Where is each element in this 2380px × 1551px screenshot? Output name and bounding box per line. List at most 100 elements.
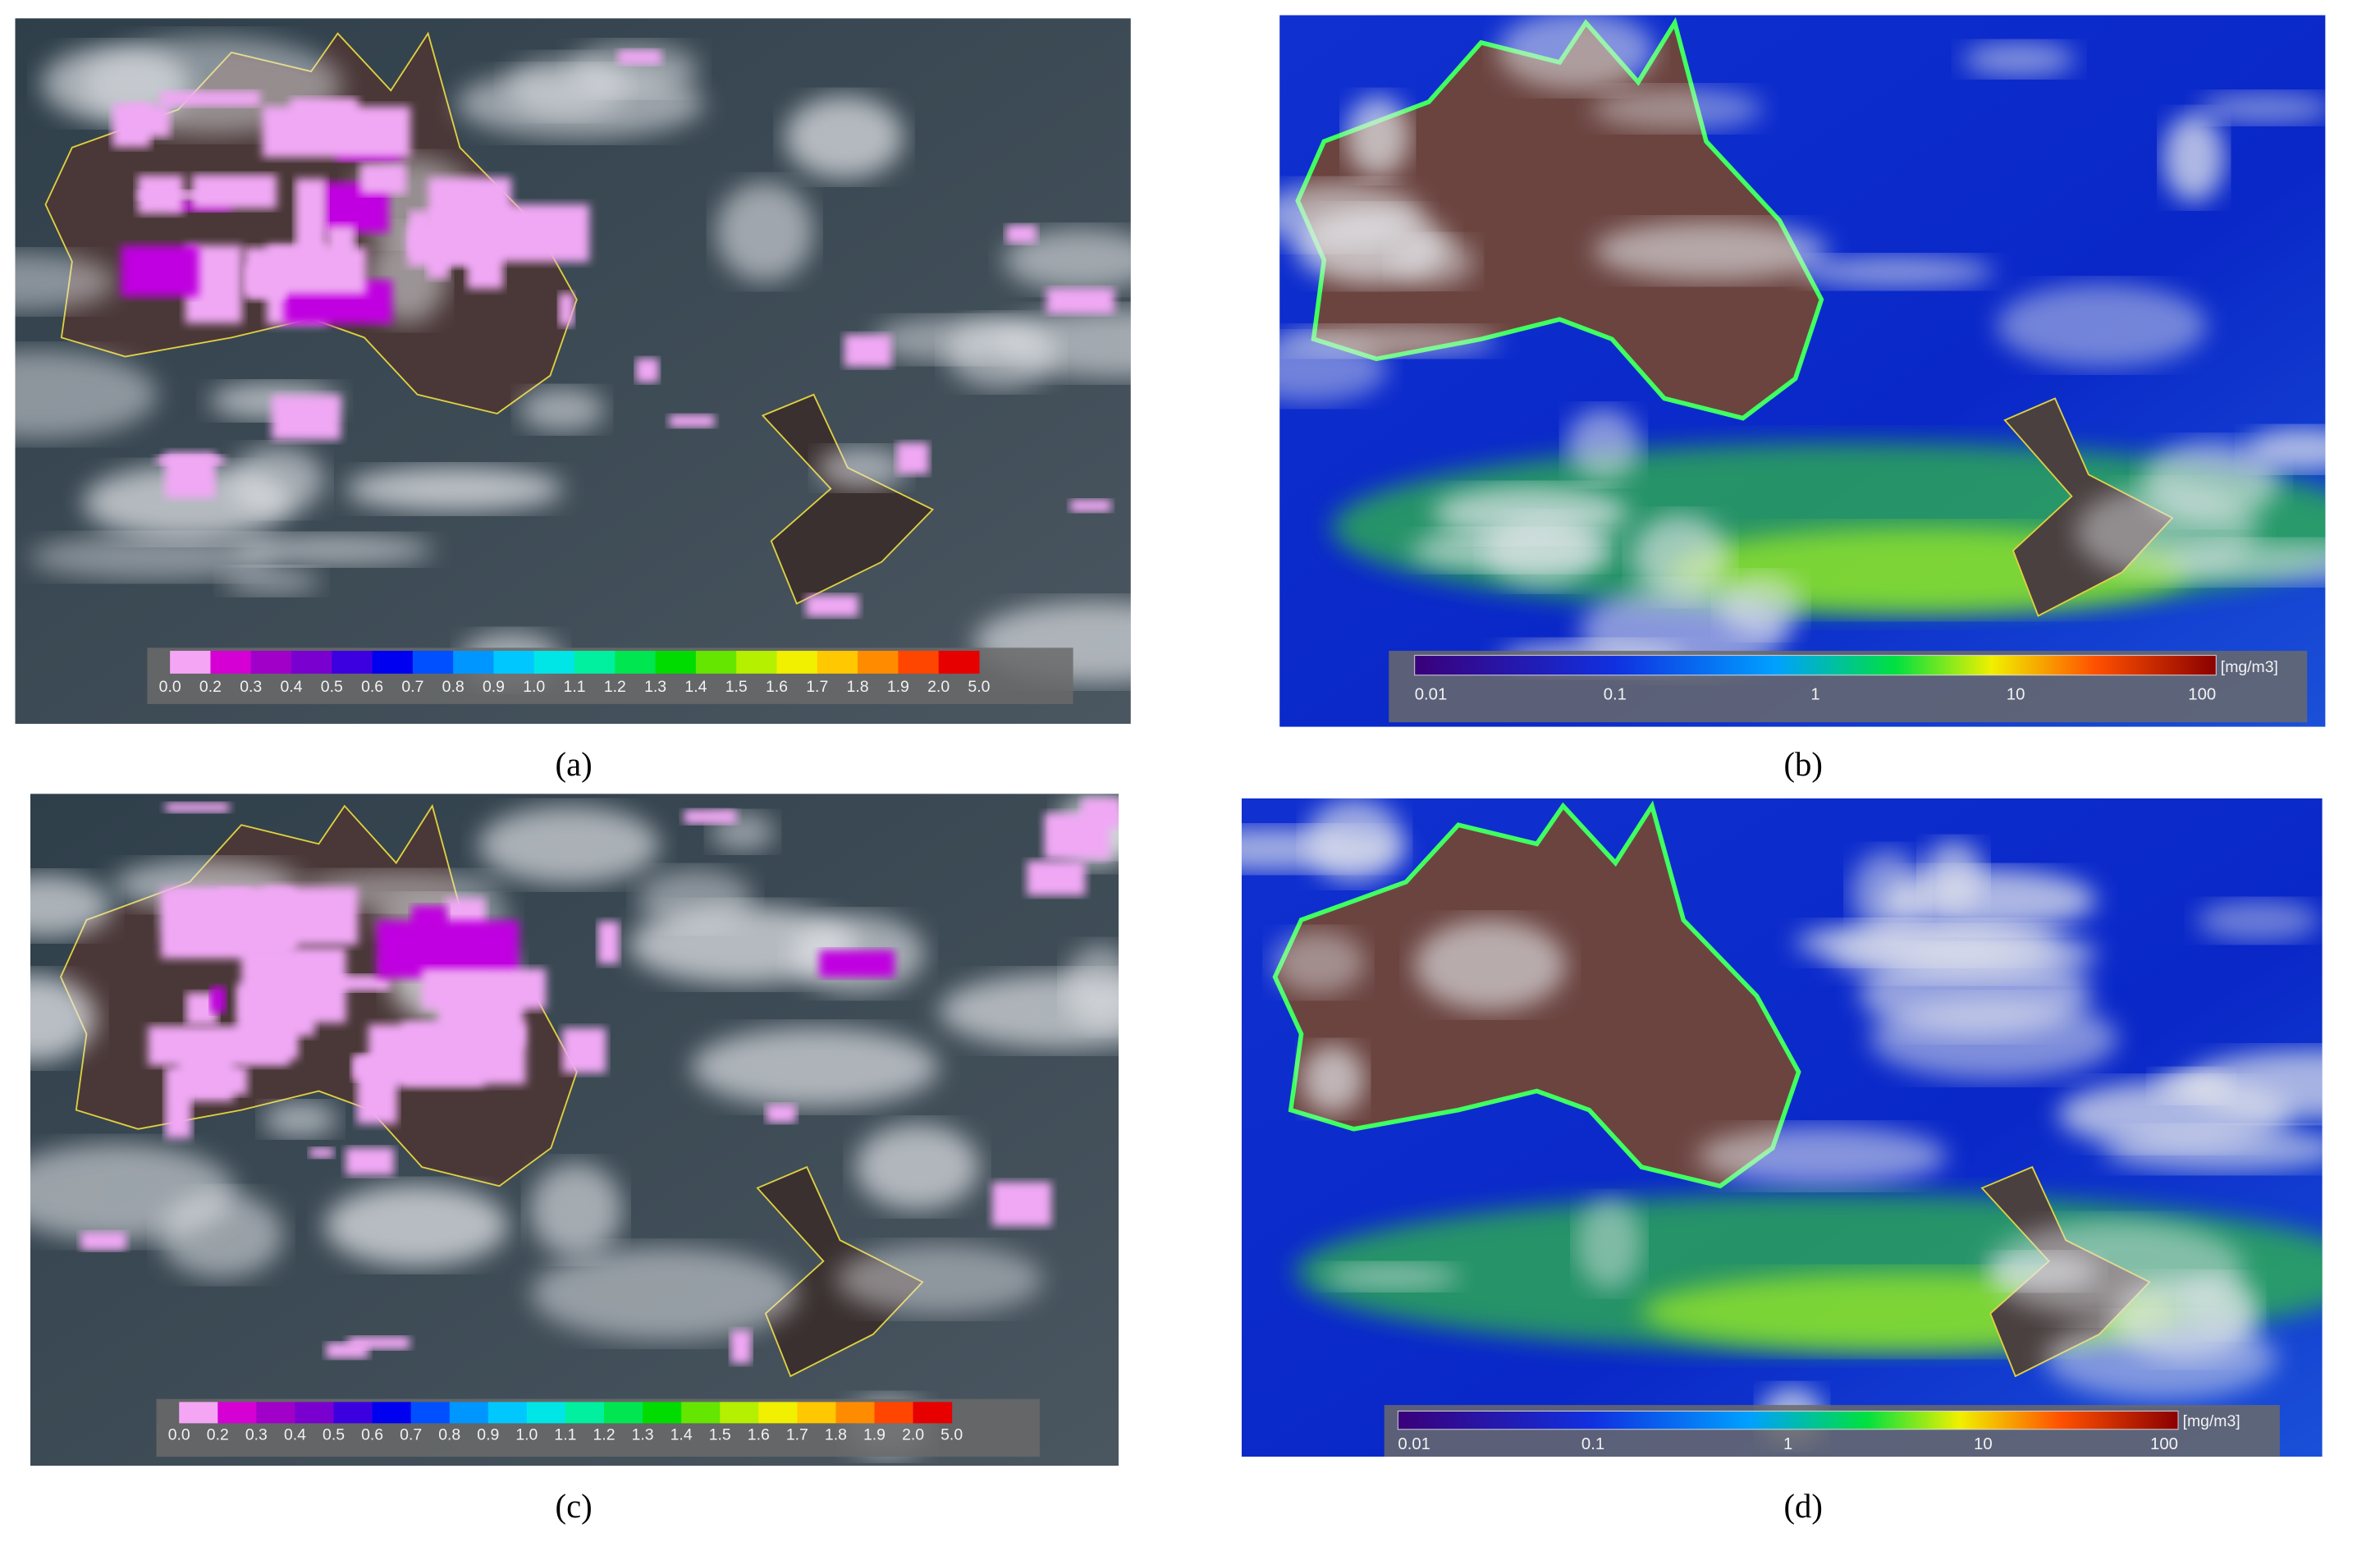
colorbar-label: 10 bbox=[1974, 1435, 1993, 1453]
cloud bbox=[1997, 284, 2207, 367]
colorbar-gradient bbox=[1414, 655, 2217, 676]
cloud bbox=[817, 447, 907, 489]
cloud bbox=[1279, 182, 1422, 248]
aerosol-patch bbox=[112, 103, 151, 148]
aerosol-patch bbox=[164, 452, 216, 499]
colorbar-label: 1.3 bbox=[644, 678, 666, 696]
colorbar-cell bbox=[217, 1402, 257, 1424]
colorbar-label: 0.1 bbox=[1604, 685, 1627, 703]
aerosol-patch bbox=[192, 1066, 248, 1096]
colorbar-cell bbox=[487, 1402, 528, 1424]
colorbar-label: 0.8 bbox=[442, 678, 465, 696]
cloud bbox=[1990, 1253, 2099, 1289]
aerosol-patch bbox=[121, 245, 199, 297]
colorbar-label: 0.9 bbox=[477, 1426, 499, 1444]
colorbar-label: 1.4 bbox=[684, 678, 707, 696]
cloud bbox=[1851, 850, 1925, 937]
colorbar-label: 0.01 bbox=[1398, 1435, 1430, 1453]
aerosol-patch bbox=[766, 1104, 796, 1123]
colorbar-cell bbox=[295, 1402, 335, 1424]
aerosol-patch bbox=[217, 895, 253, 927]
colorbar-label: 0.6 bbox=[361, 1426, 383, 1444]
cloud bbox=[1922, 841, 1985, 910]
cloud bbox=[691, 1027, 939, 1107]
colorbar-label: 0.1 bbox=[1581, 1435, 1604, 1453]
aerosol-patch bbox=[309, 1147, 334, 1158]
aerosol-patch bbox=[290, 98, 359, 121]
colorbar-label: 1 bbox=[1783, 1435, 1792, 1453]
colorbar-label: 1.1 bbox=[554, 1426, 576, 1444]
aerosol-patch bbox=[819, 949, 895, 977]
colorbar-cell bbox=[332, 651, 373, 674]
panel-caption: (a) bbox=[556, 746, 593, 783]
colorbar-cell bbox=[170, 651, 211, 674]
aerosol-patch bbox=[669, 414, 715, 428]
cloud bbox=[629, 905, 858, 985]
colorbar-label: 1.9 bbox=[863, 1426, 886, 1444]
cloud bbox=[531, 1247, 799, 1340]
cloud bbox=[997, 309, 1131, 378]
colorbar-label: 100 bbox=[2150, 1435, 2178, 1453]
colorbar-label: 1.5 bbox=[709, 1426, 731, 1444]
colorbar-label: 1.6 bbox=[766, 678, 788, 696]
colorbar-cell bbox=[526, 1402, 566, 1424]
aerosol-patch bbox=[992, 1182, 1051, 1227]
cloud bbox=[324, 1184, 508, 1266]
aerosol-patch bbox=[684, 809, 737, 825]
aerosol-patch bbox=[1046, 288, 1114, 314]
colorbar-cell bbox=[412, 651, 454, 674]
colorbar-label: 0.4 bbox=[281, 678, 303, 696]
cloud bbox=[1346, 95, 1410, 177]
cloud bbox=[1799, 256, 1994, 288]
aerosol-patch bbox=[1006, 224, 1037, 244]
aerosol-patch bbox=[618, 49, 661, 66]
colorbar-gradient bbox=[1397, 1411, 2179, 1430]
aerosol-patch bbox=[272, 395, 341, 441]
panel-image bbox=[30, 794, 1119, 1466]
cloud bbox=[41, 45, 190, 122]
cloud bbox=[2044, 1316, 2277, 1400]
colorbar-cell bbox=[210, 651, 252, 674]
colorbar-cell bbox=[615, 651, 657, 674]
colorbar-cell bbox=[565, 1402, 605, 1424]
aerosol-patch bbox=[264, 993, 315, 1036]
cloud bbox=[529, 1163, 622, 1257]
cloud bbox=[2198, 93, 2326, 124]
cloud bbox=[1301, 1045, 1365, 1114]
colorbar-cell bbox=[776, 651, 818, 674]
cloud bbox=[835, 1244, 1043, 1315]
panel: 0.0 0.2 0.3 0.4 0.5 0.6 0.7 0.8 0.9 1.0 1.1 1.2 1.3 1… bbox=[30, 794, 1119, 1466]
aerosol-patch bbox=[844, 334, 892, 367]
aerosol-patch bbox=[210, 986, 227, 1013]
cloud bbox=[29, 534, 281, 580]
cloud bbox=[223, 567, 320, 595]
colorbar-label: 5.0 bbox=[968, 678, 990, 696]
colorbar-label: 0.3 bbox=[240, 678, 262, 696]
cloud bbox=[346, 466, 563, 512]
cloud bbox=[30, 874, 112, 938]
cloud bbox=[1859, 949, 2091, 1036]
colorbar-label: 1.6 bbox=[748, 1426, 770, 1444]
colorbar-label: 0.2 bbox=[207, 1426, 229, 1444]
colorbar-cell bbox=[695, 651, 737, 674]
colorbar-cell bbox=[410, 1402, 451, 1424]
aerosol-patch bbox=[376, 920, 519, 978]
aerosol-patch bbox=[137, 175, 184, 214]
cloud bbox=[15, 253, 116, 311]
cloud bbox=[1279, 336, 1388, 403]
colorbar-cell bbox=[736, 651, 778, 674]
cloud bbox=[2103, 1127, 2323, 1171]
colorbar-cell bbox=[533, 651, 575, 674]
aerosol-patch bbox=[326, 225, 356, 263]
cloud bbox=[1432, 486, 1629, 541]
aerosol-patch bbox=[730, 1330, 752, 1364]
cloud bbox=[478, 806, 660, 885]
colorbar-label: 0.7 bbox=[401, 678, 423, 696]
aerosol-patch bbox=[806, 595, 858, 617]
cloud bbox=[1064, 945, 1119, 1030]
cloud bbox=[785, 95, 904, 179]
aerosol-patch bbox=[421, 968, 547, 1010]
aerosol-patch bbox=[562, 1027, 606, 1073]
colorbar-label: 1.1 bbox=[564, 678, 586, 696]
colorbar-cell bbox=[655, 651, 697, 674]
